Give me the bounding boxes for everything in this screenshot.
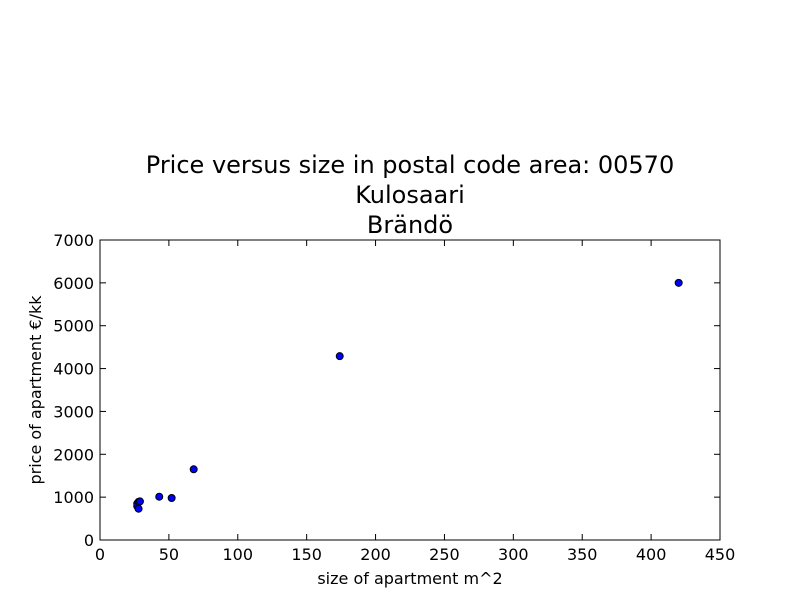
chart-title: Price versus size in postal code area: 0…	[146, 151, 674, 239]
data-point	[167, 494, 176, 502]
y-tick-label: 2000	[53, 445, 94, 464]
y-tick-label: 0	[84, 531, 94, 550]
y-axis-ticks: 0 1000 2000 3000 4000 5000 6000 7000	[53, 231, 720, 550]
data-point	[155, 492, 164, 501]
x-tick-label: 450	[705, 545, 736, 564]
data-point	[135, 497, 144, 506]
data-point	[189, 465, 198, 474]
plot-area-background	[100, 240, 720, 540]
y-tick-label: 5000	[53, 317, 94, 336]
y-tick-label: 7000	[53, 231, 94, 250]
plot-frame	[99, 239, 721, 541]
chart-title-line-2: Kulosaari	[355, 181, 465, 209]
x-tick-label: 250	[429, 545, 460, 564]
x-tick-label: 150	[291, 545, 322, 564]
x-tick-label: 350	[567, 545, 598, 564]
y-tick-label: 4000	[53, 360, 94, 379]
data-point	[134, 504, 143, 513]
data-point	[674, 278, 683, 287]
data-points	[133, 278, 683, 513]
data-point	[335, 352, 344, 361]
x-tick-label: 200	[360, 545, 391, 564]
y-axis-label: price of apartment €/kk	[26, 295, 45, 485]
y-tick-label: 3000	[53, 402, 94, 421]
x-tick-label: 300	[498, 545, 529, 564]
y-tick-label: 1000	[53, 488, 94, 507]
x-tick-label: 400	[636, 545, 667, 564]
chart-title-line-1: Price versus size in postal code area: 0…	[146, 151, 674, 179]
x-axis-label: size of apartment m^2	[317, 569, 502, 588]
chart-title-line-3: Brändö	[367, 211, 453, 239]
x-tick-label: 0	[95, 545, 105, 564]
x-tick-label: 100	[223, 545, 254, 564]
y-tick-label: 6000	[53, 274, 94, 293]
x-axis-ticks: 0 50 100 150 200 250 300 350 400 450	[95, 240, 735, 564]
x-tick-label: 50	[159, 545, 179, 564]
